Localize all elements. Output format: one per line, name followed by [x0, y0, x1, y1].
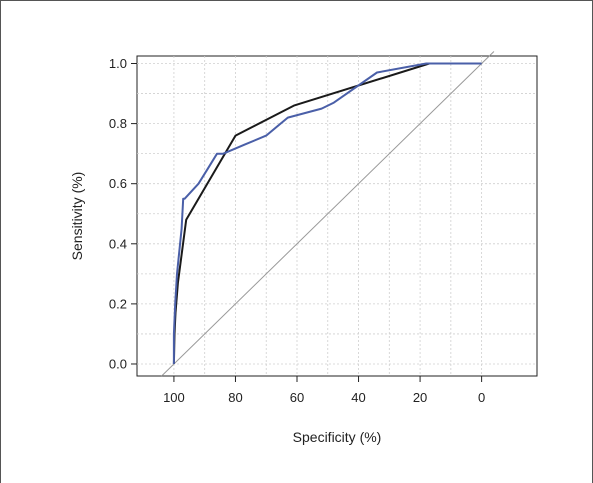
y-tick-label: 1.0 — [109, 56, 127, 71]
y-tick-label: 0.4 — [109, 236, 127, 251]
reference-line-group — [161, 51, 495, 377]
x-axis-title: Specificity (%) — [293, 429, 382, 445]
x-tick-label: 40 — [351, 390, 365, 405]
x-tick-label: 0 — [478, 390, 485, 405]
x-axis: 100 80 60 40 20 0 — [163, 376, 485, 405]
x-tick-label: 20 — [413, 390, 427, 405]
reference-diagonal-line — [161, 51, 495, 377]
y-tick-label: 0.2 — [109, 296, 127, 311]
y-tick-label: 0.6 — [109, 176, 127, 191]
y-tick-label: 0.8 — [109, 116, 127, 131]
x-tick-label: 100 — [163, 390, 185, 405]
grid — [137, 56, 537, 376]
y-axis-title: Sensitivity (%) — [69, 172, 85, 261]
series-group — [172, 62, 482, 365]
y-tick-label: 0.0 — [109, 356, 127, 371]
y-axis: 0.0 0.2 0.4 0.6 0.8 1.0 — [109, 56, 137, 371]
roc-curve-2 — [172, 62, 482, 364]
x-tick-label: 80 — [228, 390, 242, 405]
plot-area — [136, 55, 538, 377]
x-tick-label: 60 — [290, 390, 304, 405]
